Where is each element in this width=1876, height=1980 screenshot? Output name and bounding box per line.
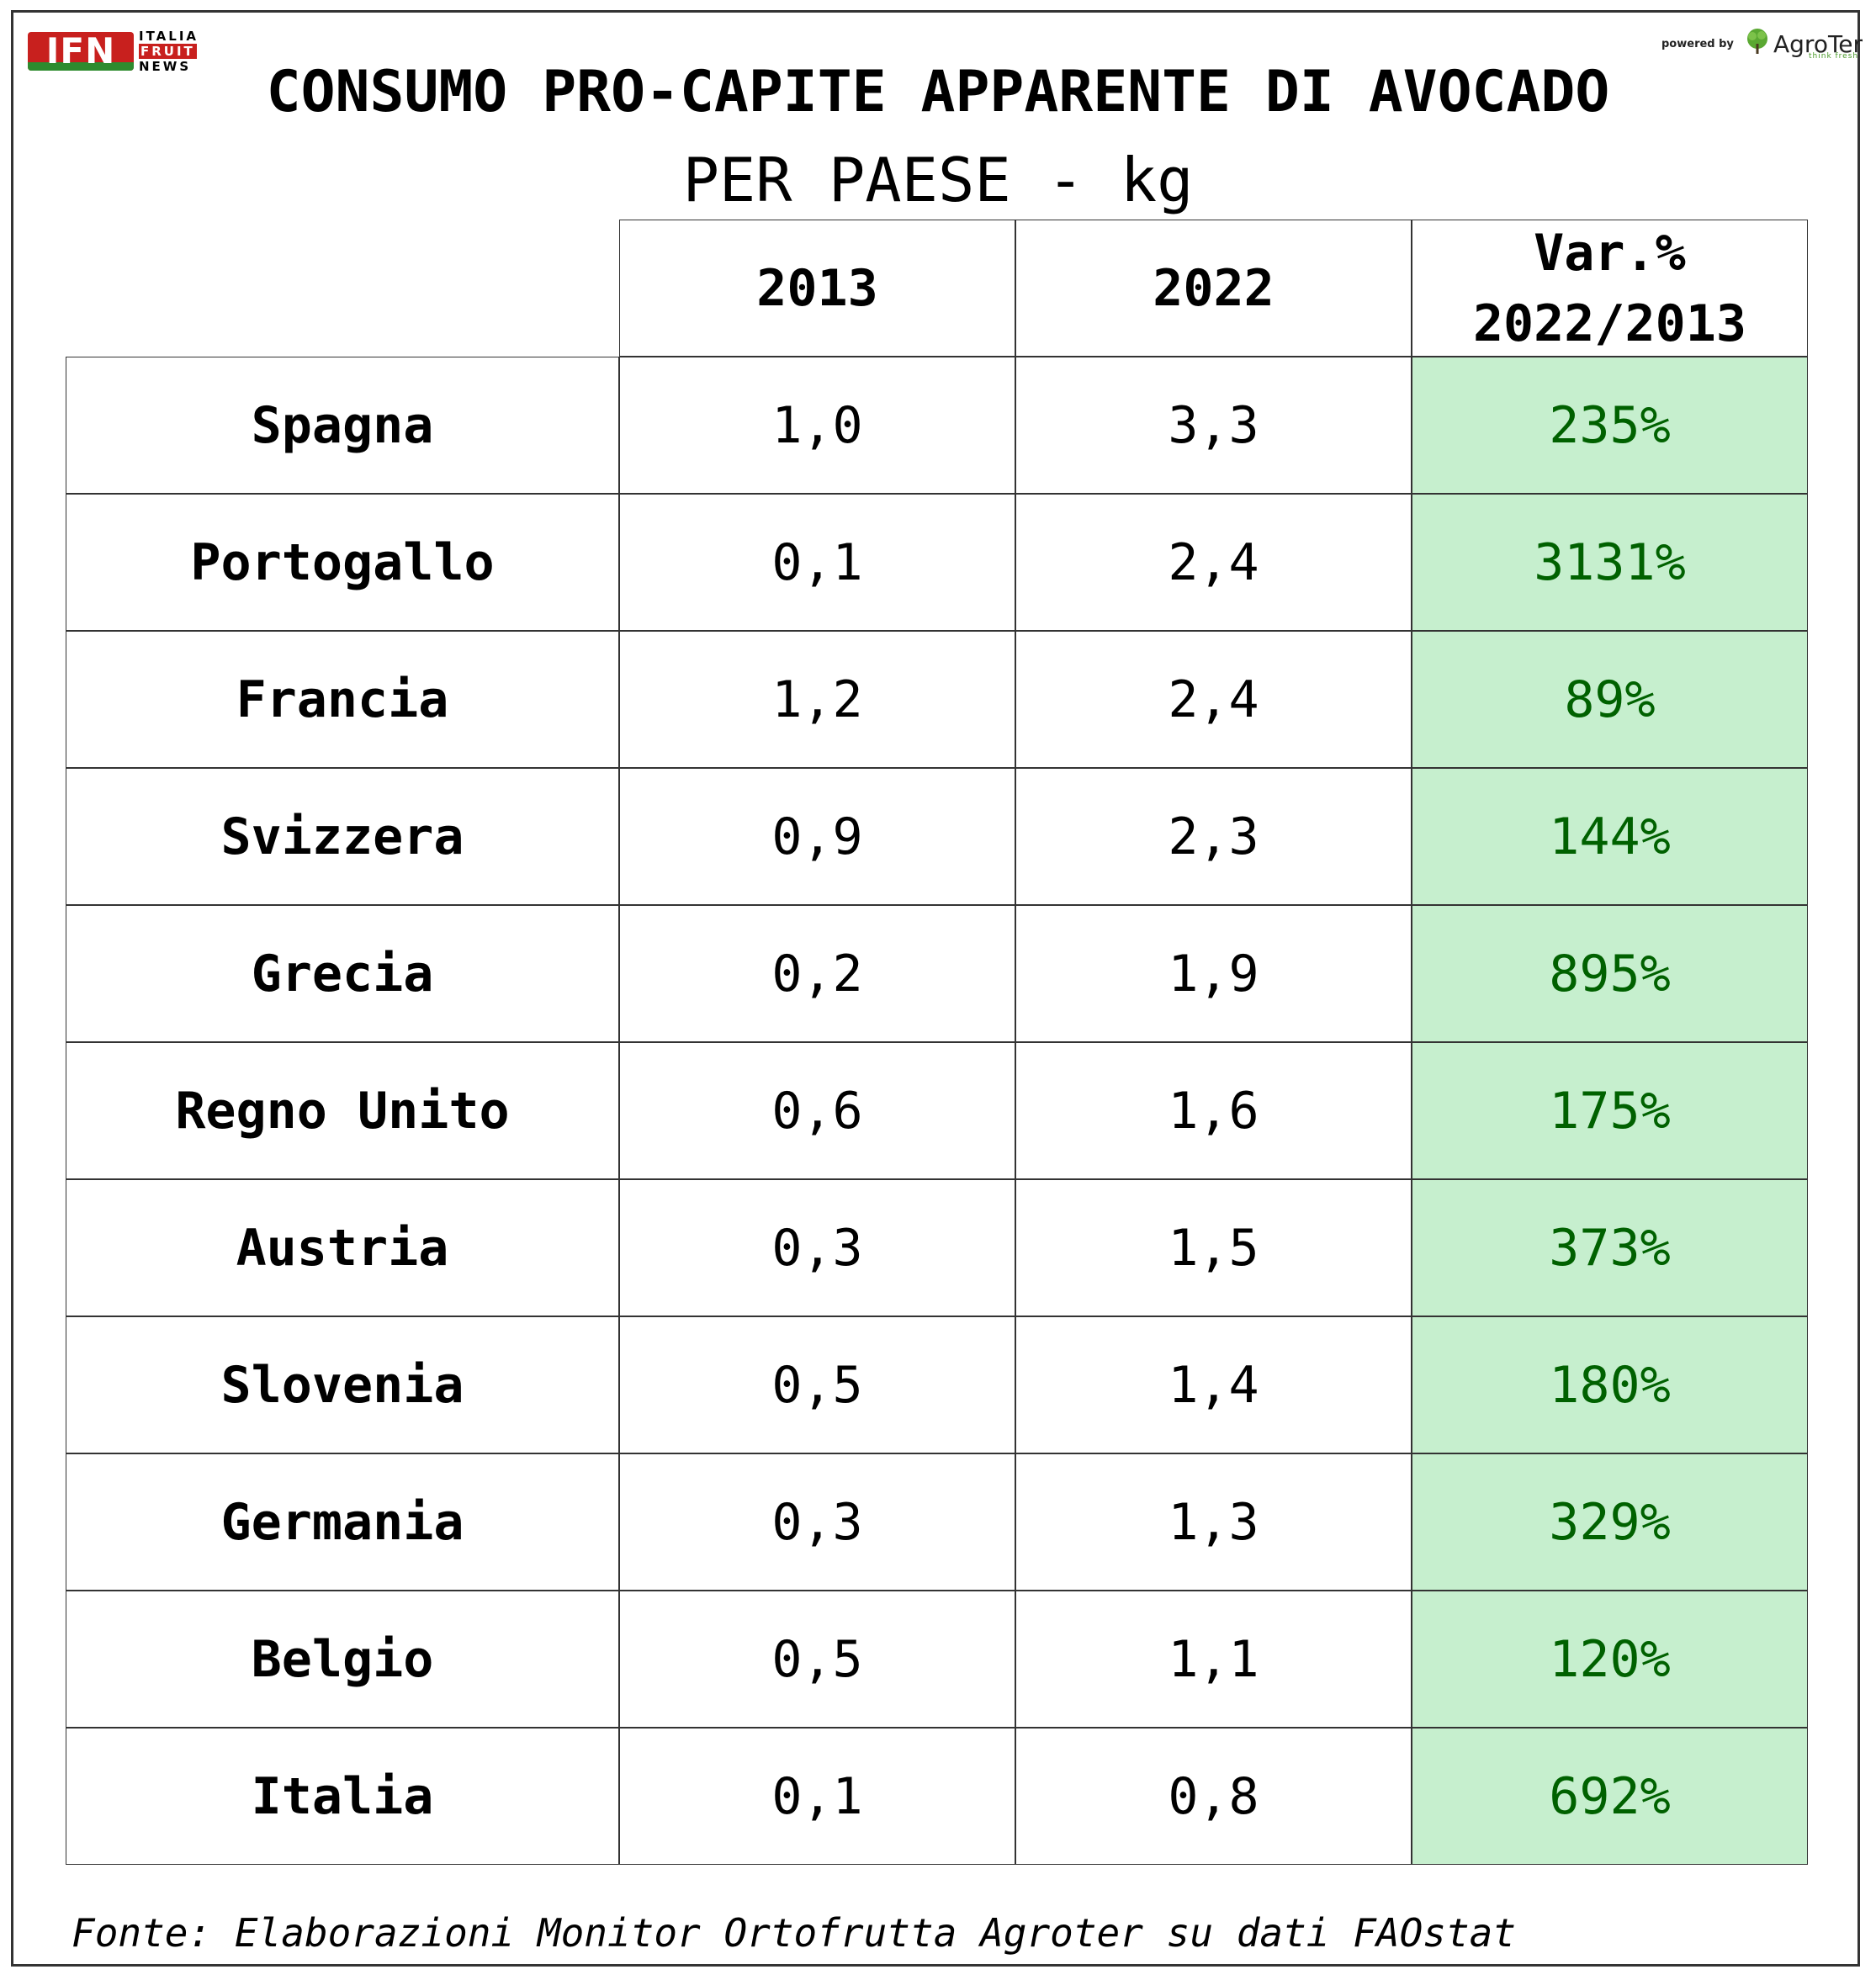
country-cell: Francia bbox=[66, 631, 619, 768]
value-2022-cell: 0,8 bbox=[1015, 1728, 1412, 1865]
value-2022-cell: 1,5 bbox=[1015, 1179, 1412, 1316]
country-cell: Svizzera bbox=[66, 768, 619, 905]
value-2022-cell: 1,6 bbox=[1015, 1042, 1412, 1179]
value-2013-cell: 0,1 bbox=[619, 494, 1015, 631]
ifn-logo-text: IFN bbox=[45, 32, 116, 71]
var-cell: 329% bbox=[1412, 1453, 1808, 1591]
header-2013: 2013 bbox=[619, 220, 1015, 357]
value-2013-cell: 0,3 bbox=[619, 1179, 1015, 1316]
agroter-logo-tagline: think fresh bbox=[1809, 52, 1859, 61]
country-cell: Regno Unito bbox=[66, 1042, 619, 1179]
value-2022-cell: 1,4 bbox=[1015, 1316, 1412, 1453]
ifn-side-line-2: FRUIT bbox=[139, 44, 197, 59]
value-2013-cell: 0,3 bbox=[619, 1453, 1015, 1591]
value-2022-cell: 2,4 bbox=[1015, 631, 1412, 768]
var-cell: 120% bbox=[1412, 1591, 1808, 1728]
chart-subtitle: PER PAESE - kg bbox=[682, 145, 1194, 215]
var-cell: 235% bbox=[1412, 357, 1808, 494]
powered-by-label: powered by bbox=[1661, 38, 1734, 50]
country-cell: Germania bbox=[66, 1453, 619, 1591]
var-cell: 175% bbox=[1412, 1042, 1808, 1179]
outer-frame bbox=[11, 10, 1860, 1967]
value-2013-cell: 0,1 bbox=[619, 1728, 1015, 1865]
ifn-badge: IFN bbox=[28, 32, 134, 71]
value-2013-cell: 1,2 bbox=[619, 631, 1015, 768]
var-cell: 3131% bbox=[1412, 494, 1808, 631]
header-var-line-2: 2022/2013 bbox=[1472, 294, 1747, 353]
value-2013-cell: 0,5 bbox=[619, 1316, 1015, 1453]
value-2022-cell: 1,3 bbox=[1015, 1453, 1412, 1591]
ifn-side-line-1: ITALIA bbox=[139, 29, 199, 44]
country-cell: Grecia bbox=[66, 905, 619, 1042]
header-2022: 2022 bbox=[1015, 220, 1412, 357]
country-cell: Spagna bbox=[66, 357, 619, 494]
var-cell: 373% bbox=[1412, 1179, 1808, 1316]
country-cell: Italia bbox=[66, 1728, 619, 1865]
value-2013-cell: 1,0 bbox=[619, 357, 1015, 494]
var-cell: 692% bbox=[1412, 1728, 1808, 1865]
country-cell: Belgio bbox=[66, 1591, 619, 1728]
ifn-side-line-3: NEWS bbox=[139, 59, 192, 74]
country-cell: Slovenia bbox=[66, 1316, 619, 1453]
value-2022-cell: 1,1 bbox=[1015, 1591, 1412, 1728]
agroter-tree-icon bbox=[1747, 29, 1767, 54]
var-cell: 89% bbox=[1412, 631, 1808, 768]
value-2013-cell: 0,6 bbox=[619, 1042, 1015, 1179]
header-var: Var.% 2022/2013 bbox=[1412, 220, 1808, 357]
agroter-logo-name: AgroTer bbox=[1773, 30, 1863, 58]
value-2013-cell: 0,2 bbox=[619, 905, 1015, 1042]
value-2013-cell: 0,9 bbox=[619, 768, 1015, 905]
value-2022-cell: 2,3 bbox=[1015, 768, 1412, 905]
country-cell: Portogallo bbox=[66, 494, 619, 631]
var-cell: 180% bbox=[1412, 1316, 1808, 1453]
header-var-line-1: Var.% bbox=[1534, 223, 1686, 283]
value-2022-cell: 1,9 bbox=[1015, 905, 1412, 1042]
country-cell: Austria bbox=[66, 1179, 619, 1316]
chart-title: CONSUMO PRO-CAPITE APPARENTE DI AVOCADO bbox=[266, 59, 1610, 125]
source-note: Fonte: Elaborazioni Monitor Ortofrutta A… bbox=[72, 1910, 1517, 1956]
value-2013-cell: 0,5 bbox=[619, 1591, 1015, 1728]
var-cell: 144% bbox=[1412, 768, 1808, 905]
ifn-logo: IFN ITALIA FRUIT NEWS bbox=[28, 29, 208, 77]
ifn-logo-side: ITALIA FRUIT NEWS bbox=[139, 29, 208, 74]
var-cell: 895% bbox=[1412, 905, 1808, 1042]
value-2022-cell: 2,4 bbox=[1015, 494, 1412, 631]
value-2022-cell: 3,3 bbox=[1015, 357, 1412, 494]
